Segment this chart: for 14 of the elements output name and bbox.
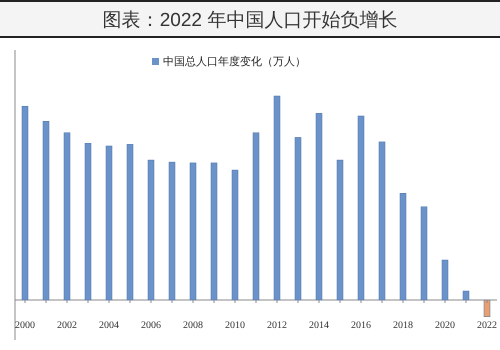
x-tick-label: 2018 [393,320,413,331]
x-tick-label: 2006 [141,320,161,331]
legend: 中国总人口年度变化（万人） [163,56,306,68]
x-tick-label: 2020 [435,320,455,331]
x-tick-label: 2012 [267,320,287,331]
x-tick-label: 2014 [309,320,329,331]
x-tick-label: 2004 [99,320,119,331]
title: 图表：2022 年中国人口开始负增长 [102,10,398,31]
x-tick-label: 2002 [57,320,77,331]
x-tick-label: 2010 [225,320,245,331]
x-tick-label: 2000 [15,320,35,331]
x-tick-label: 2022 [477,320,497,331]
x-tick-label: 2008 [183,320,203,331]
x-tick-label: 2016 [351,320,371,331]
